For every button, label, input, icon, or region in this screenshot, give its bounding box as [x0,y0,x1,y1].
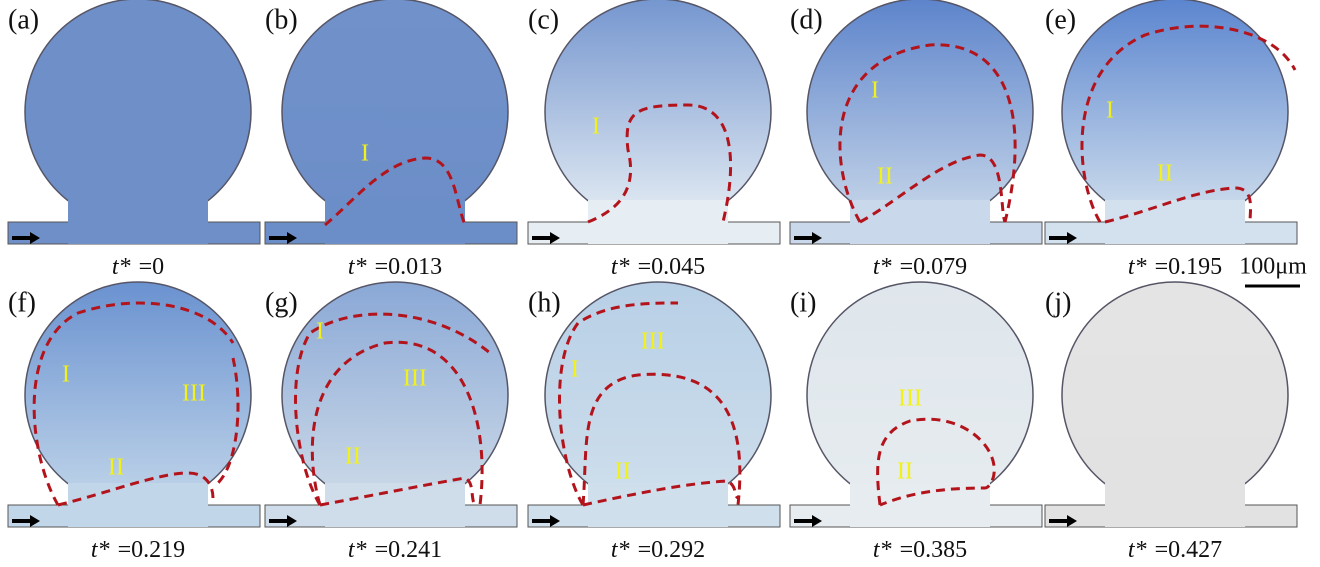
droplet [807,0,1033,225]
time-label: t* =0.385 [873,537,967,563]
region-label: II [897,459,913,485]
time-symbol: t* [873,537,892,563]
panel-label: (d) [790,4,823,35]
time-label: t* =0.219 [91,537,185,563]
region-label: III [182,381,206,407]
region-label: II [615,459,631,485]
time-symbol: t* [1128,254,1147,280]
time-symbol: t* [611,254,630,280]
panel-label: (b) [265,4,298,35]
droplet [545,282,771,508]
time-value: =0.045 [638,254,706,280]
time-label: t* =0.195 [1128,254,1222,280]
time-label: t* =0.427 [1128,537,1222,563]
time-value: =0.385 [900,537,968,563]
time-label: t* =0.079 [873,254,967,280]
time-value: =0.079 [900,254,968,280]
droplet [282,0,508,225]
neck [68,483,208,527]
time-label: t* =0.045 [611,254,705,280]
droplet [25,0,251,225]
time-symbol: t* [112,254,131,280]
time-symbol: t* [611,537,630,563]
time-symbol: t* [1128,537,1147,563]
droplet [1062,282,1288,508]
time-value: =0 [139,254,165,280]
region-label: II [1157,161,1173,187]
panel: (j) t* =0.427 [1045,282,1297,563]
panel-label: (h) [528,287,561,318]
panel-label: (a) [8,4,39,35]
time-value: =0.241 [375,537,443,563]
time-value: =0.219 [118,537,186,563]
region-label: I [361,141,369,167]
panel-label: (g) [265,287,298,318]
time-value: =0.292 [638,537,706,563]
panel: I (b) t* =0.013 [265,0,517,280]
scale-bar-label: 100μm [1239,254,1307,280]
panel: (a) t* =0 [8,0,260,280]
region-label: III [641,329,665,355]
panel-label: (i) [790,287,816,318]
region-label: I [871,78,879,104]
droplet [545,0,771,225]
neck [1105,200,1245,244]
droplet [1062,0,1288,225]
region-label: II [345,444,361,470]
region-label: II [108,455,124,481]
region-label: I [1106,98,1114,124]
neck [68,200,208,244]
time-label: t* =0.292 [611,537,705,563]
panel-label: (j) [1045,287,1071,318]
panel: I (c) t* =0.045 [528,0,780,280]
neck [325,200,465,244]
neck [588,200,728,244]
region-label: I [592,114,600,140]
region-label: I [62,362,70,388]
time-symbol: t* [348,254,367,280]
time-symbol: t* [91,537,110,563]
panel: III(d)t*=0.079 [790,0,1042,280]
neck [1105,483,1245,527]
droplet [282,282,508,508]
panel: III(e)t*=0.195 [1045,0,1297,280]
figure: 100μm (a)t*=0I(b)t*=0.013I(c)t*=0.045III… [0,0,1320,567]
panel-label: (f) [8,287,36,318]
neck [850,200,990,244]
time-label: t* =0 [112,254,164,280]
time-label: t* =0.241 [348,537,442,563]
panel-label: (c) [528,4,559,35]
time-label: t* =0.013 [348,254,442,280]
region-label: III [403,366,427,392]
time-value: =0.195 [1155,254,1223,280]
time-value: =0.013 [375,254,443,280]
region-label: II [877,164,893,190]
region-label: III [898,386,922,412]
droplet [25,282,251,508]
region-label: I [316,319,324,345]
panel-label: (e) [1045,4,1076,35]
time-symbol: t* [348,537,367,563]
time-symbol: t* [873,254,892,280]
region-label: I [571,357,579,383]
time-value: =0.427 [1155,537,1223,563]
